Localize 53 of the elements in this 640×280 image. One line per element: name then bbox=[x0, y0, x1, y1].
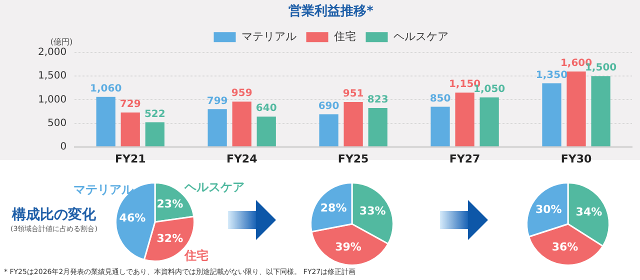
data-label: 36% bbox=[552, 240, 578, 254]
x-tick-label: FY30 bbox=[560, 152, 592, 166]
bar bbox=[344, 102, 363, 146]
data-label: 823 bbox=[367, 94, 388, 106]
x-tick-label: FY24 bbox=[226, 152, 258, 166]
chart-title: 営業利益推移* bbox=[288, 3, 374, 20]
bar bbox=[120, 112, 140, 146]
data-label: 729 bbox=[120, 99, 141, 110]
bar bbox=[319, 114, 338, 146]
slice-label: ヘルスケア bbox=[184, 180, 245, 194]
legend-label: 住宅 bbox=[334, 30, 356, 43]
slice-label: 住宅 bbox=[184, 248, 209, 262]
slice-label: マテリアル bbox=[73, 182, 134, 197]
bar bbox=[430, 106, 450, 146]
bar bbox=[455, 92, 474, 146]
data-label: 799 bbox=[206, 96, 228, 107]
bar bbox=[145, 122, 164, 146]
data-label: 30% bbox=[535, 202, 562, 216]
legend-label: マテリアル bbox=[241, 30, 296, 43]
y-tick-label: 500 bbox=[48, 118, 67, 129]
data-label: 1,060 bbox=[90, 83, 122, 94]
bar bbox=[256, 116, 276, 146]
data-label: 46% bbox=[119, 212, 146, 225]
data-label: 28% bbox=[320, 202, 347, 215]
bar bbox=[542, 83, 562, 146]
y-axis-title: (億円) bbox=[50, 38, 73, 47]
data-label: 640 bbox=[256, 103, 277, 114]
data-label: 951 bbox=[342, 88, 364, 100]
x-tick-label: FY27 bbox=[449, 152, 480, 166]
y-tick-label: 1,000 bbox=[38, 94, 67, 106]
text: 構成比の変化 bbox=[10, 206, 97, 224]
data-label: 32% bbox=[156, 232, 184, 246]
bar bbox=[96, 96, 116, 146]
x-tick-label: FY21 bbox=[114, 152, 146, 166]
data-label: 39% bbox=[335, 240, 362, 254]
data-label: 850 bbox=[430, 93, 451, 104]
data-label: 23% bbox=[156, 198, 184, 211]
data-label: 959 bbox=[231, 88, 252, 100]
data-label: 522 bbox=[144, 108, 166, 120]
bar bbox=[368, 108, 388, 146]
bar bbox=[566, 71, 586, 146]
bar bbox=[232, 102, 252, 146]
data-label: 34% bbox=[576, 205, 602, 218]
bar bbox=[480, 97, 499, 146]
y-tick-label: 1,500 bbox=[38, 70, 67, 82]
bar bbox=[208, 109, 227, 146]
data-label: 33% bbox=[359, 204, 386, 218]
x-tick-label: FY25 bbox=[338, 152, 369, 166]
legend-label: ヘルスケア bbox=[393, 30, 448, 43]
y-tick-label: 0 bbox=[60, 141, 67, 152]
y-tick-label: 2,000 bbox=[38, 47, 67, 58]
data-label: 690 bbox=[318, 100, 340, 112]
bar bbox=[591, 76, 610, 146]
